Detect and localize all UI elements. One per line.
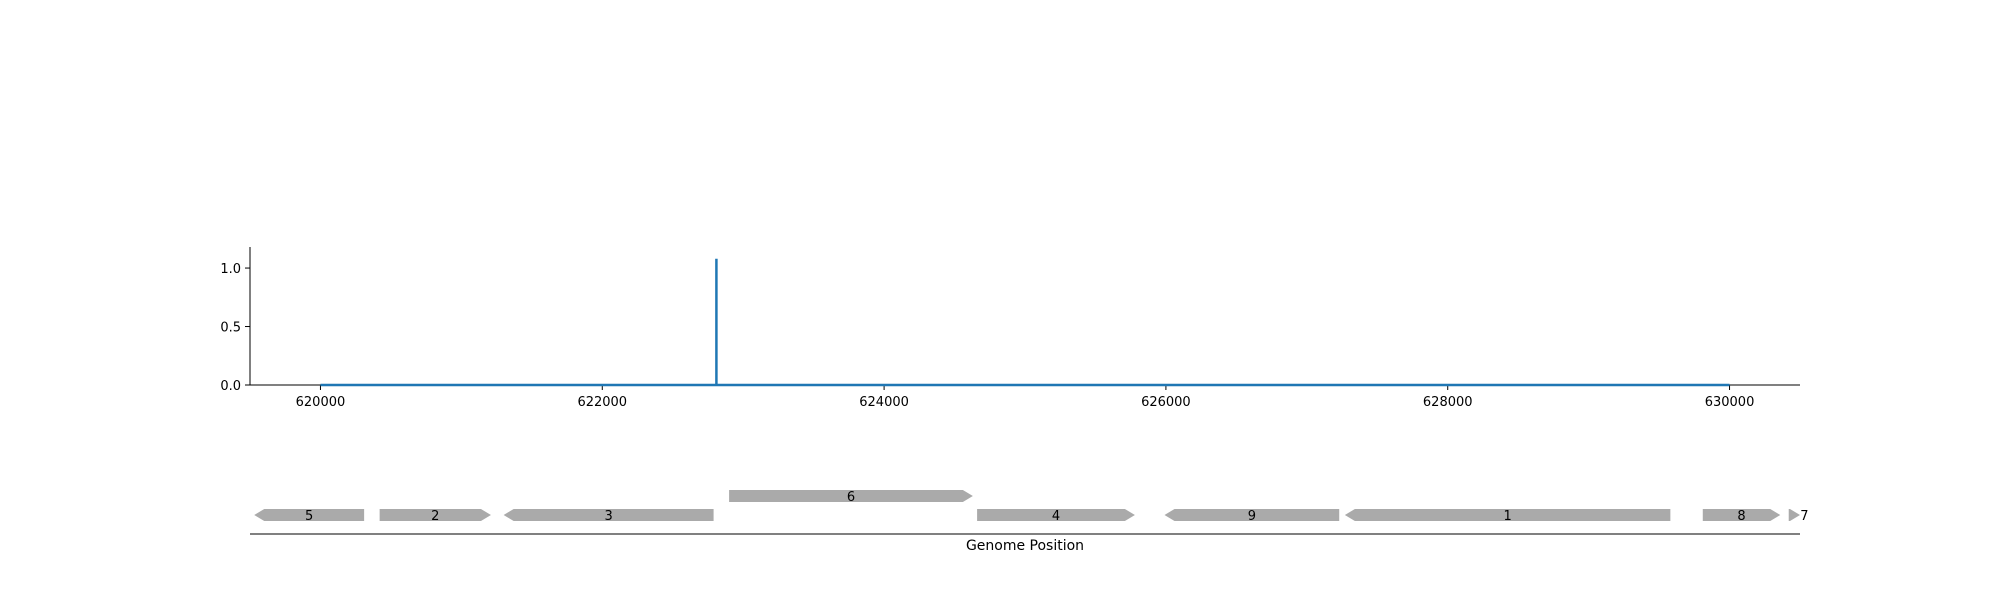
gene-track: 5 2 3 6 4 9 1 8 7	[250, 490, 1809, 535]
y-tick-label: 1.0	[220, 262, 241, 277]
gene-label: 1	[1503, 509, 1511, 524]
gene-arrow	[1702, 509, 1781, 521]
coverage-plot: 620000 622000 624000 626000 628000 630000 0.0 0…	[220, 247, 1800, 410]
gene-arrow	[1164, 509, 1340, 521]
gene-arrow	[503, 509, 714, 521]
x-tick-label: 626000	[1141, 395, 1191, 410]
x-tick-label: 630000	[1705, 395, 1755, 410]
gene-label: 6	[847, 490, 855, 505]
gene-arrow	[729, 490, 973, 502]
y-tick-label: 0.5	[220, 321, 241, 336]
x-axis-label: Genome Position	[966, 538, 1084, 554]
x-tick-label: 628000	[1423, 395, 1473, 410]
x-tick-label: 622000	[577, 395, 627, 410]
gene-label: 7	[1800, 509, 1808, 524]
y-tick-label: 0.0	[220, 379, 241, 394]
gene-arrow	[1344, 509, 1671, 521]
gene-label: 5	[305, 509, 313, 524]
gene-label: 4	[1052, 509, 1060, 524]
gene-arrow	[1788, 509, 1800, 521]
x-tick-label: 620000	[296, 395, 346, 410]
gene-label: 8	[1737, 509, 1745, 524]
gene-arrow	[977, 509, 1135, 521]
gene-label: 2	[431, 509, 439, 524]
gene-arrow	[254, 509, 365, 521]
x-tick-label: 624000	[859, 395, 909, 410]
coverage-line	[320, 258, 1730, 387]
gene-arrow	[379, 509, 491, 521]
gene-label: 3	[604, 509, 612, 524]
gene-label: 9	[1248, 509, 1256, 524]
